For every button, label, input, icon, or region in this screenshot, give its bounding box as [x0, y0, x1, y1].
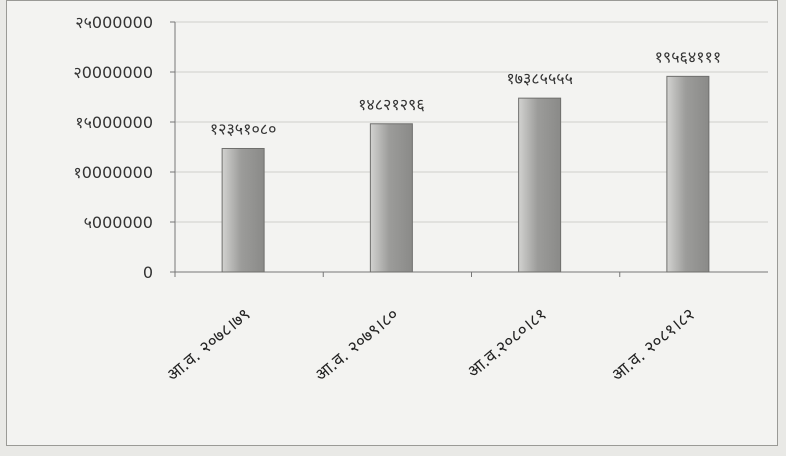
bar	[221, 147, 265, 273]
data-label: १७३८५५५५	[506, 69, 573, 88]
y-tick-label: २५000000	[75, 13, 153, 32]
x-tick-label: आ.व. २०७८।७९	[163, 305, 254, 386]
bar	[369, 123, 413, 273]
data-label: १९५६४१११	[655, 47, 722, 66]
data-label: १४८२१२९६	[358, 95, 425, 114]
y-tick-label: १५000000	[75, 113, 153, 132]
x-tick-label: आ.व. २०८१।८२	[608, 305, 699, 386]
bar	[666, 75, 710, 273]
y-tick-label: २0000000	[73, 63, 153, 82]
data-label: १२३५१०८०	[210, 119, 277, 138]
bar	[518, 97, 562, 273]
x-tick-label: आ.व. २०७९।८०	[311, 305, 402, 386]
y-tick-label: ५000000	[84, 213, 153, 232]
y-tick-label: 0	[143, 263, 153, 282]
y-tick-label: १0000000	[73, 163, 153, 182]
x-tick-label: आ.व.२०८०।८१	[464, 305, 551, 383]
